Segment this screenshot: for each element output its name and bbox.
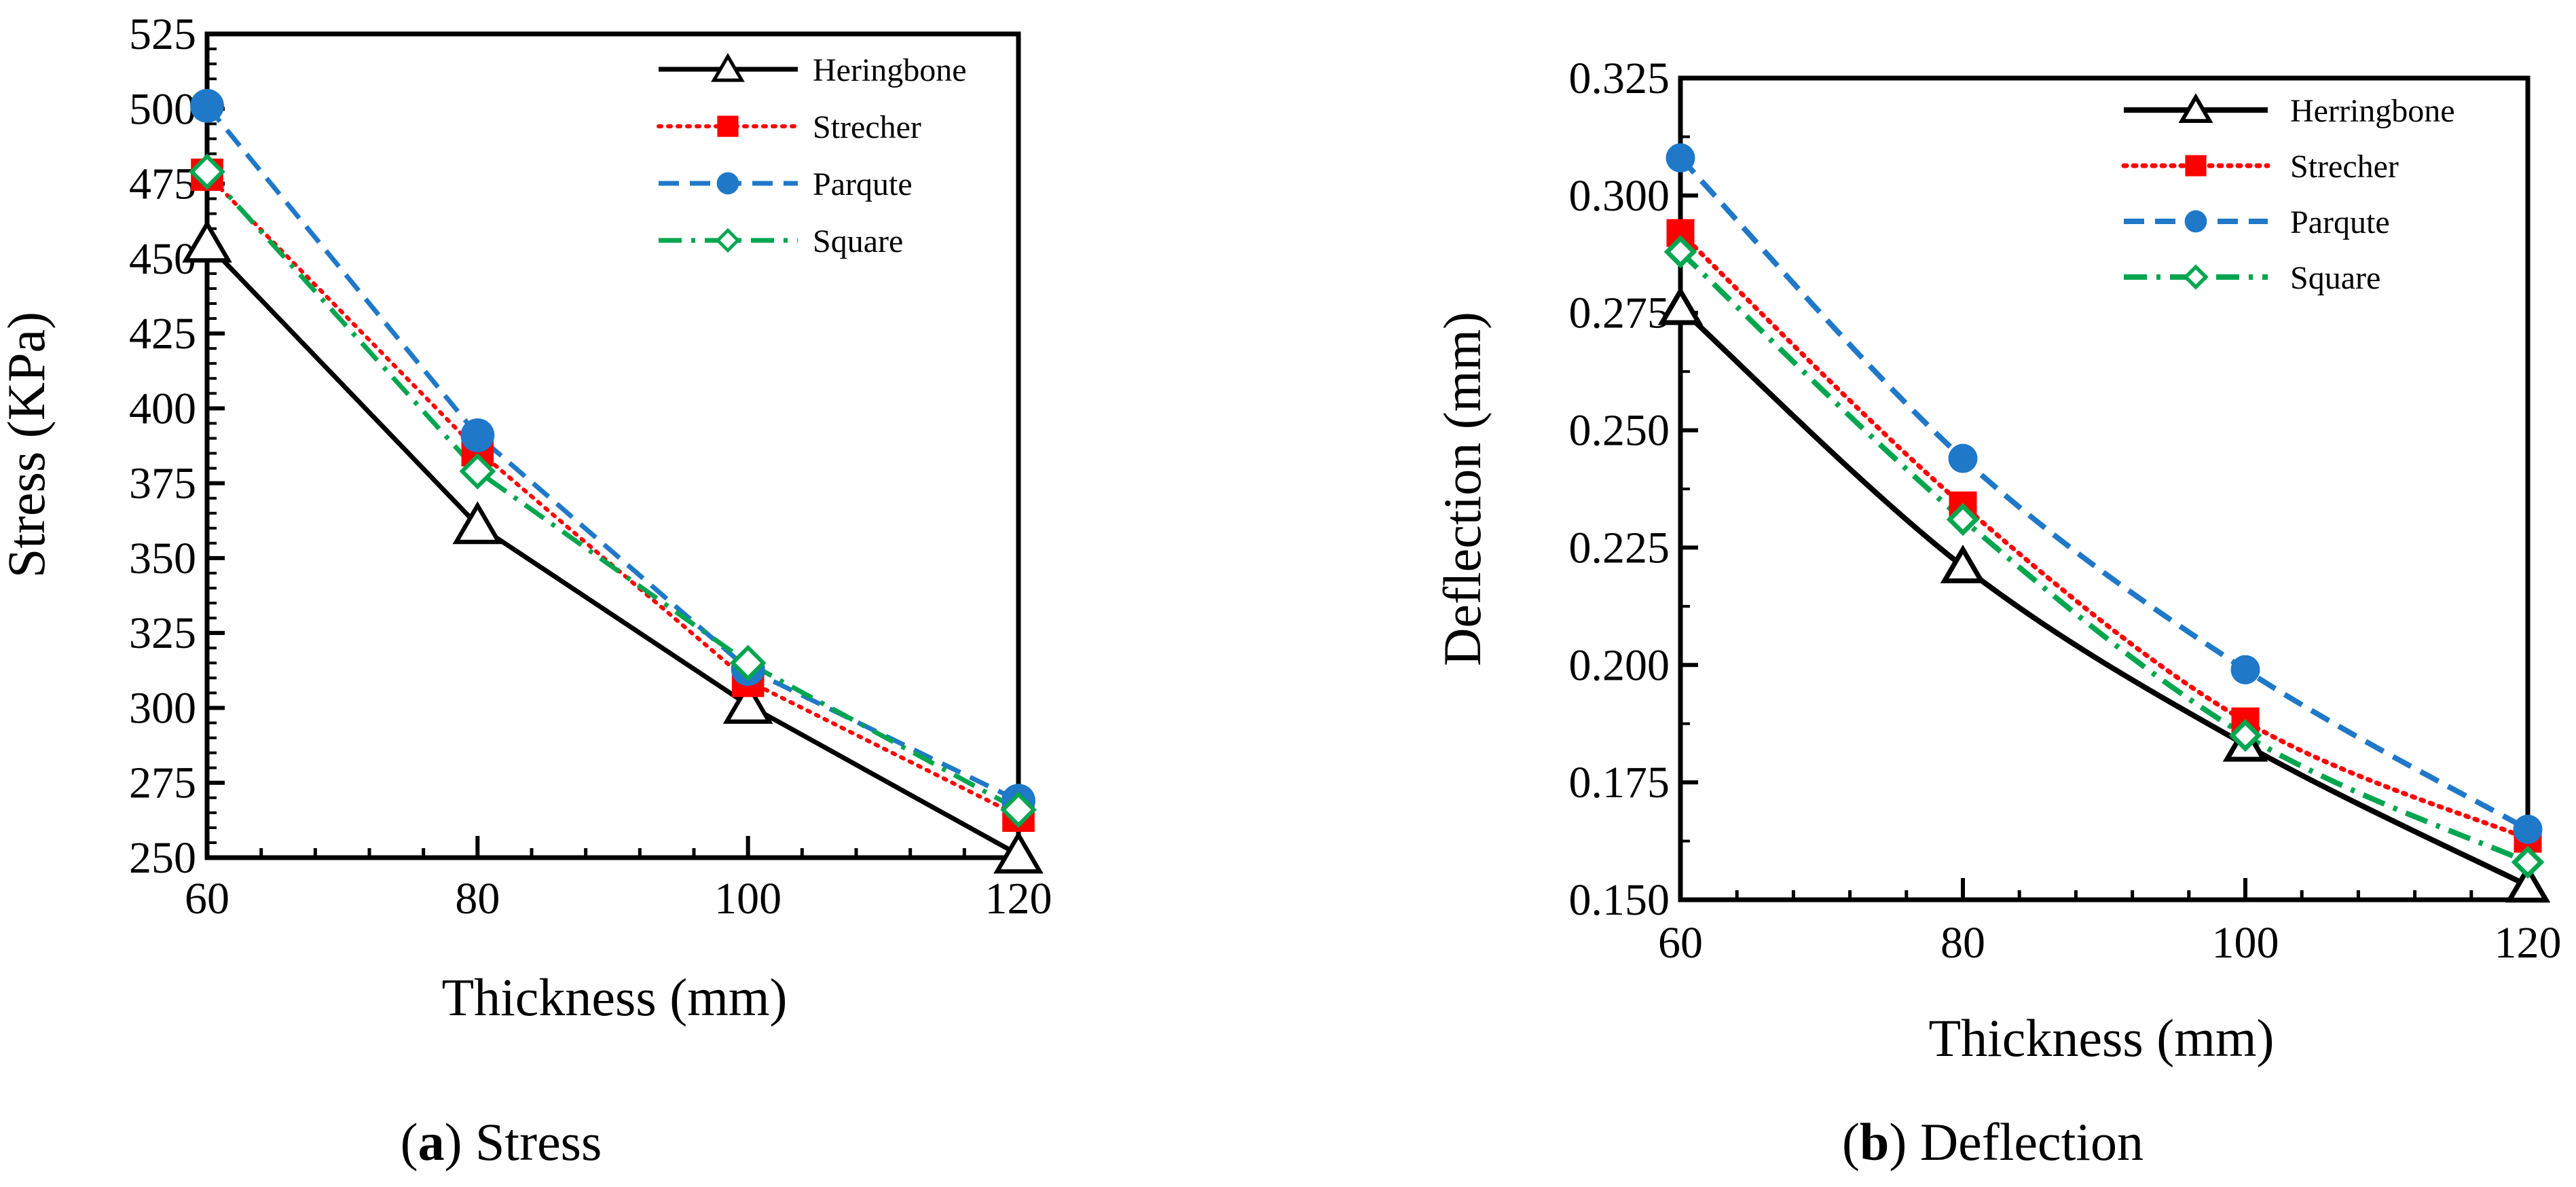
y-tick-label: 0.300	[1569, 171, 1670, 221]
y-tick-label: 350	[129, 534, 196, 583]
legend-label-heringbone: Heringbone	[813, 52, 967, 88]
series-line-square	[1678, 249, 2529, 865]
y-tick-label: 375	[129, 459, 196, 509]
x-tick-label: 80	[1940, 918, 1985, 968]
data-point-parqute	[2230, 655, 2260, 684]
x-tick-label: 100	[714, 874, 781, 924]
data-point-square	[2511, 845, 2545, 879]
caption-deflection: (b) Deflection	[1842, 1112, 2143, 1171]
series-line-parqute	[1678, 156, 2529, 832]
series-line-heringbone	[205, 242, 1020, 857]
y-tick-label: 0.175	[1569, 758, 1670, 807]
y-axis-title: Deflection (mm)	[1433, 312, 1492, 666]
data-point-parqute	[460, 418, 495, 453]
x-tick-label: 120	[2495, 918, 2562, 968]
x-axis-title: Thickness (mm)	[1928, 1008, 2274, 1067]
x-tick-label: 60	[185, 874, 229, 924]
y-tick-label: 300	[129, 683, 196, 733]
plot-frame	[1678, 75, 2531, 902]
series-line-herringbone	[1678, 306, 2529, 888]
legend-label-herringbone: Herringbone	[2290, 93, 2455, 129]
series-line-strecher	[1678, 230, 2531, 841]
y-tick-label: 400	[129, 384, 196, 433]
y-tick-label: 0.325	[1569, 54, 1670, 103]
y-tick-label: 475	[129, 160, 196, 209]
y-tick-label: 0.200	[1569, 640, 1670, 690]
legend: Herringbone Strecher Parqute Square	[2121, 93, 2455, 296]
series-line-strecher	[205, 172, 1020, 818]
y-tick-label: 325	[129, 608, 196, 658]
legend-marker-strecher	[717, 115, 739, 137]
series-line-parqute	[205, 104, 1020, 803]
y-tick-label: 0.275	[1569, 289, 1670, 338]
legend-marker-square	[715, 227, 741, 253]
x-axis-title: Thickness (mm)	[441, 968, 787, 1027]
data-point-heringbone	[182, 219, 232, 263]
data-point-square	[1946, 503, 1980, 536]
legend-marker-parqute	[2184, 210, 2207, 233]
y-axis-title: Stress (KPa)	[0, 312, 56, 578]
caption-stress: (a) Stress	[401, 1112, 602, 1171]
data-point-heringbone	[722, 680, 773, 724]
data-point-parqute	[2513, 814, 2543, 844]
y-tick-label: 425	[129, 309, 196, 359]
y-tick-label: 250	[129, 833, 196, 883]
data-point-square	[1000, 791, 1037, 828]
y-tick-label: 275	[129, 759, 196, 808]
plot-frame	[204, 31, 1021, 860]
legend-marker-heringbone	[711, 53, 745, 82]
data-point-square	[1663, 235, 1697, 269]
data-point-parqute	[1666, 143, 1695, 173]
x-tick-label: 100	[2212, 918, 2279, 968]
y-tick-label: 0.250	[1569, 406, 1670, 456]
series-line-square	[205, 170, 1020, 812]
data-point-square	[459, 453, 496, 490]
legend-marker-square	[2183, 264, 2209, 290]
data-point-square	[2228, 718, 2262, 752]
y-tick-label: 500	[129, 84, 196, 134]
legend: Heringbone Strecher Parqute Square	[657, 52, 967, 259]
deflection-chart: 0.150 0.175 0.200 0.225 0.250 0.275 0.300 0.325…	[1433, 54, 2562, 1067]
legend-label-square: Square	[813, 223, 903, 259]
legend-label-strecher: Strecher	[2290, 149, 2399, 185]
data-point-parqute	[1948, 443, 1978, 473]
x-tick-label: 60	[1658, 918, 1703, 968]
legend-label-parqute: Parqute	[2290, 204, 2390, 240]
data-point-square	[189, 153, 225, 190]
data-point-heringbone	[452, 501, 503, 545]
legend-marker-herringbone	[2178, 93, 2213, 124]
legend-marker-strecher	[2185, 155, 2207, 177]
legend-label-strecher: Strecher	[813, 109, 921, 145]
legend-marker-parqute	[716, 172, 739, 195]
x-tick-label: 120	[985, 874, 1052, 924]
data-point-parqute	[190, 88, 224, 123]
legend-label-parqute: Parqute	[813, 166, 913, 202]
data-point-herringbone	[2505, 864, 2551, 903]
data-point-herringbone	[1940, 544, 1986, 583]
y-tick-label: 0.150	[1569, 875, 1670, 925]
y-tick-label: 525	[129, 10, 196, 59]
data-point-square	[729, 644, 767, 682]
legend-label-square: Square	[2290, 260, 2380, 296]
data-point-herringbone	[1657, 286, 1704, 325]
x-tick-label: 80	[455, 874, 500, 924]
data-point-heringbone	[993, 830, 1044, 874]
y-tick-label: 0.225	[1569, 523, 1670, 572]
